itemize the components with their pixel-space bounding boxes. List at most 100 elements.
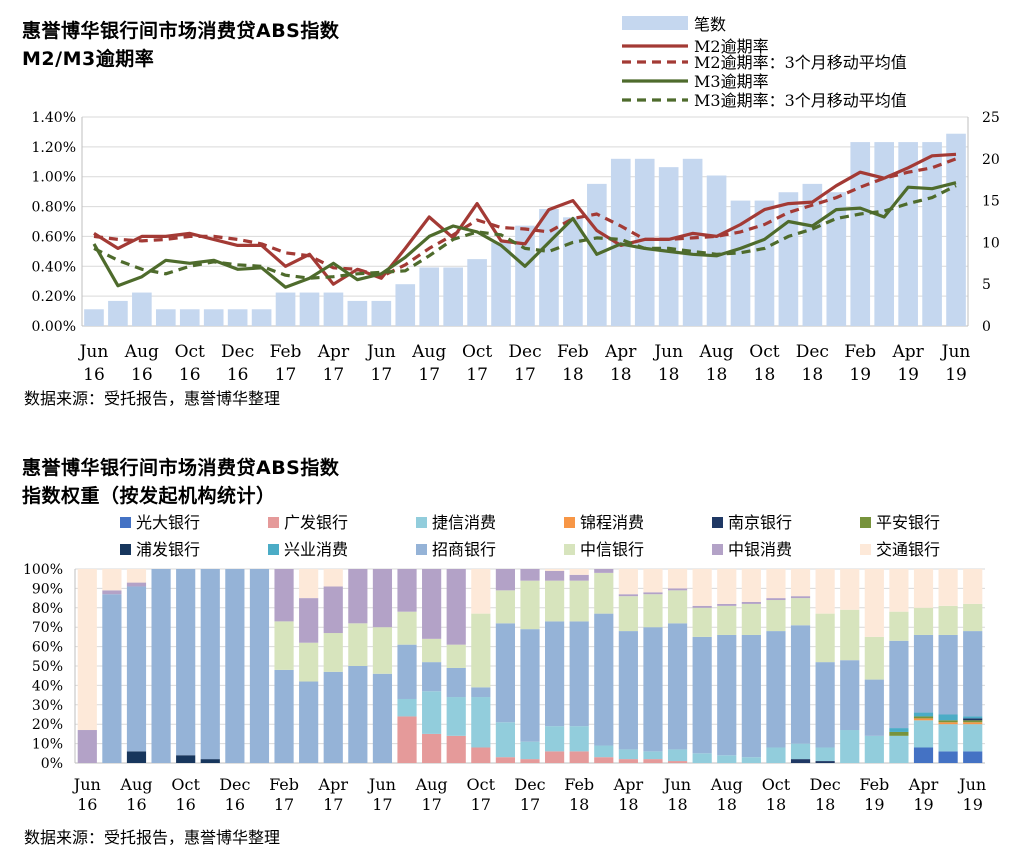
stack-segment (569, 621, 589, 727)
x-tick-label: 18 (802, 365, 824, 385)
stack-segment (299, 681, 319, 763)
stack-segment (545, 726, 565, 752)
stack-segment (963, 716, 983, 719)
x-tick-label: Aug (699, 342, 734, 362)
stack-segment (520, 759, 540, 763)
stack-segment (200, 759, 220, 763)
x-tick-label: Apr (317, 342, 350, 362)
x-tick-label: Dec (221, 342, 254, 362)
stack-segment (397, 716, 417, 763)
count-bar (682, 158, 703, 326)
legend-label: M2逾期率 (694, 37, 769, 56)
stack-segment (938, 751, 958, 763)
stack-segment (77, 730, 97, 763)
x-tick-label: 19 (963, 795, 983, 814)
count-bar (347, 300, 368, 326)
legend-swatch (564, 544, 575, 555)
x-tick-label: Oct (467, 775, 496, 794)
x-tick-label: 19 (849, 365, 871, 385)
x-tick-label: Feb (270, 342, 302, 362)
stack-segment (889, 731, 909, 736)
y-tick-label: 10% (32, 737, 63, 753)
stack-segment (889, 611, 909, 641)
stack-segment (889, 728, 909, 732)
count-bar (419, 267, 440, 326)
stack-segment (741, 569, 761, 602)
stack-segment (594, 572, 614, 614)
stack-segment (446, 667, 466, 698)
legend-swatch (268, 517, 279, 528)
x-tick-label: 17 (466, 365, 488, 385)
stack-segment (274, 569, 294, 622)
legend-label: 平安银行 (876, 513, 940, 532)
x-tick-label: Aug (710, 775, 743, 794)
count-bar (299, 292, 320, 326)
legend-swatch (860, 517, 871, 528)
stack-segment (249, 569, 270, 763)
stack-segment (446, 644, 466, 668)
stack-segment (963, 724, 983, 752)
count-bar (132, 292, 152, 326)
stack-segment (667, 590, 688, 624)
x-tick-label: 17 (520, 795, 540, 814)
stack-segment (569, 580, 589, 622)
stack-segment (766, 747, 786, 763)
count-bar (634, 158, 655, 326)
stack-segment (495, 757, 515, 763)
x-tick-label: 16 (227, 365, 249, 385)
stack-segment (372, 627, 393, 674)
stack-segment (766, 631, 786, 748)
stack-segment (397, 611, 417, 645)
stack-segment (643, 751, 663, 760)
legend-label: 光大银行 (136, 513, 200, 532)
stack-segment (77, 569, 97, 731)
x-tick-label: Dec (219, 775, 250, 794)
x-tick-label: Feb (844, 342, 876, 362)
stack-segment (790, 759, 811, 763)
legend-label: 兴业消费 (284, 540, 348, 559)
count-bar (754, 200, 775, 326)
legend-swatch (712, 544, 723, 555)
stack-segment (348, 623, 368, 666)
x-tick-label: Apr (891, 342, 924, 362)
x-tick-label: Dec (796, 342, 829, 362)
y-right-tick-label: 0 (982, 319, 991, 335)
x-tick-label: Dec (810, 775, 841, 794)
x-tick-label: Jun (78, 342, 109, 362)
stack-segment (299, 598, 319, 643)
x-tick-label: Jun (662, 775, 691, 794)
stack-segment (422, 691, 442, 734)
legend-label: 捷信消费 (432, 513, 496, 532)
y-tick-label: 0% (41, 756, 63, 772)
x-tick-label: Apr (613, 775, 644, 794)
stack-segment (864, 735, 884, 763)
x-tick-label: Aug (415, 775, 448, 794)
stack-segment (864, 679, 884, 736)
x-tick-label: 19 (945, 365, 967, 385)
legend-swatch (712, 517, 723, 528)
series-line (93, 152, 957, 286)
stack-segment (618, 596, 638, 632)
stack-segment (913, 634, 934, 713)
y-tick-label: 30% (32, 698, 63, 714)
y-right-tick-label: 25 (982, 110, 1000, 126)
stack-segment (422, 733, 442, 763)
stack-segment (889, 640, 909, 729)
stack-segment (126, 582, 147, 587)
x-tick-label: Aug (124, 342, 159, 362)
x-tick-label: 18 (754, 365, 776, 385)
stack-segment (815, 761, 835, 763)
count-bar (203, 309, 224, 326)
legend-swatch (622, 16, 688, 30)
stack-segment (889, 735, 909, 763)
x-tick-label: 16 (225, 795, 245, 814)
x-tick-label: 18 (569, 795, 589, 814)
stack-segment (495, 569, 515, 591)
stack-segment (545, 569, 565, 571)
legend-swatch (860, 544, 871, 555)
stack-segment (667, 623, 688, 750)
chart2-source: 数据来源：受托报告，惠誉博华整理 (24, 828, 281, 847)
count-bar (491, 242, 511, 326)
stack-segment (176, 569, 196, 756)
stack-segment (299, 569, 319, 599)
